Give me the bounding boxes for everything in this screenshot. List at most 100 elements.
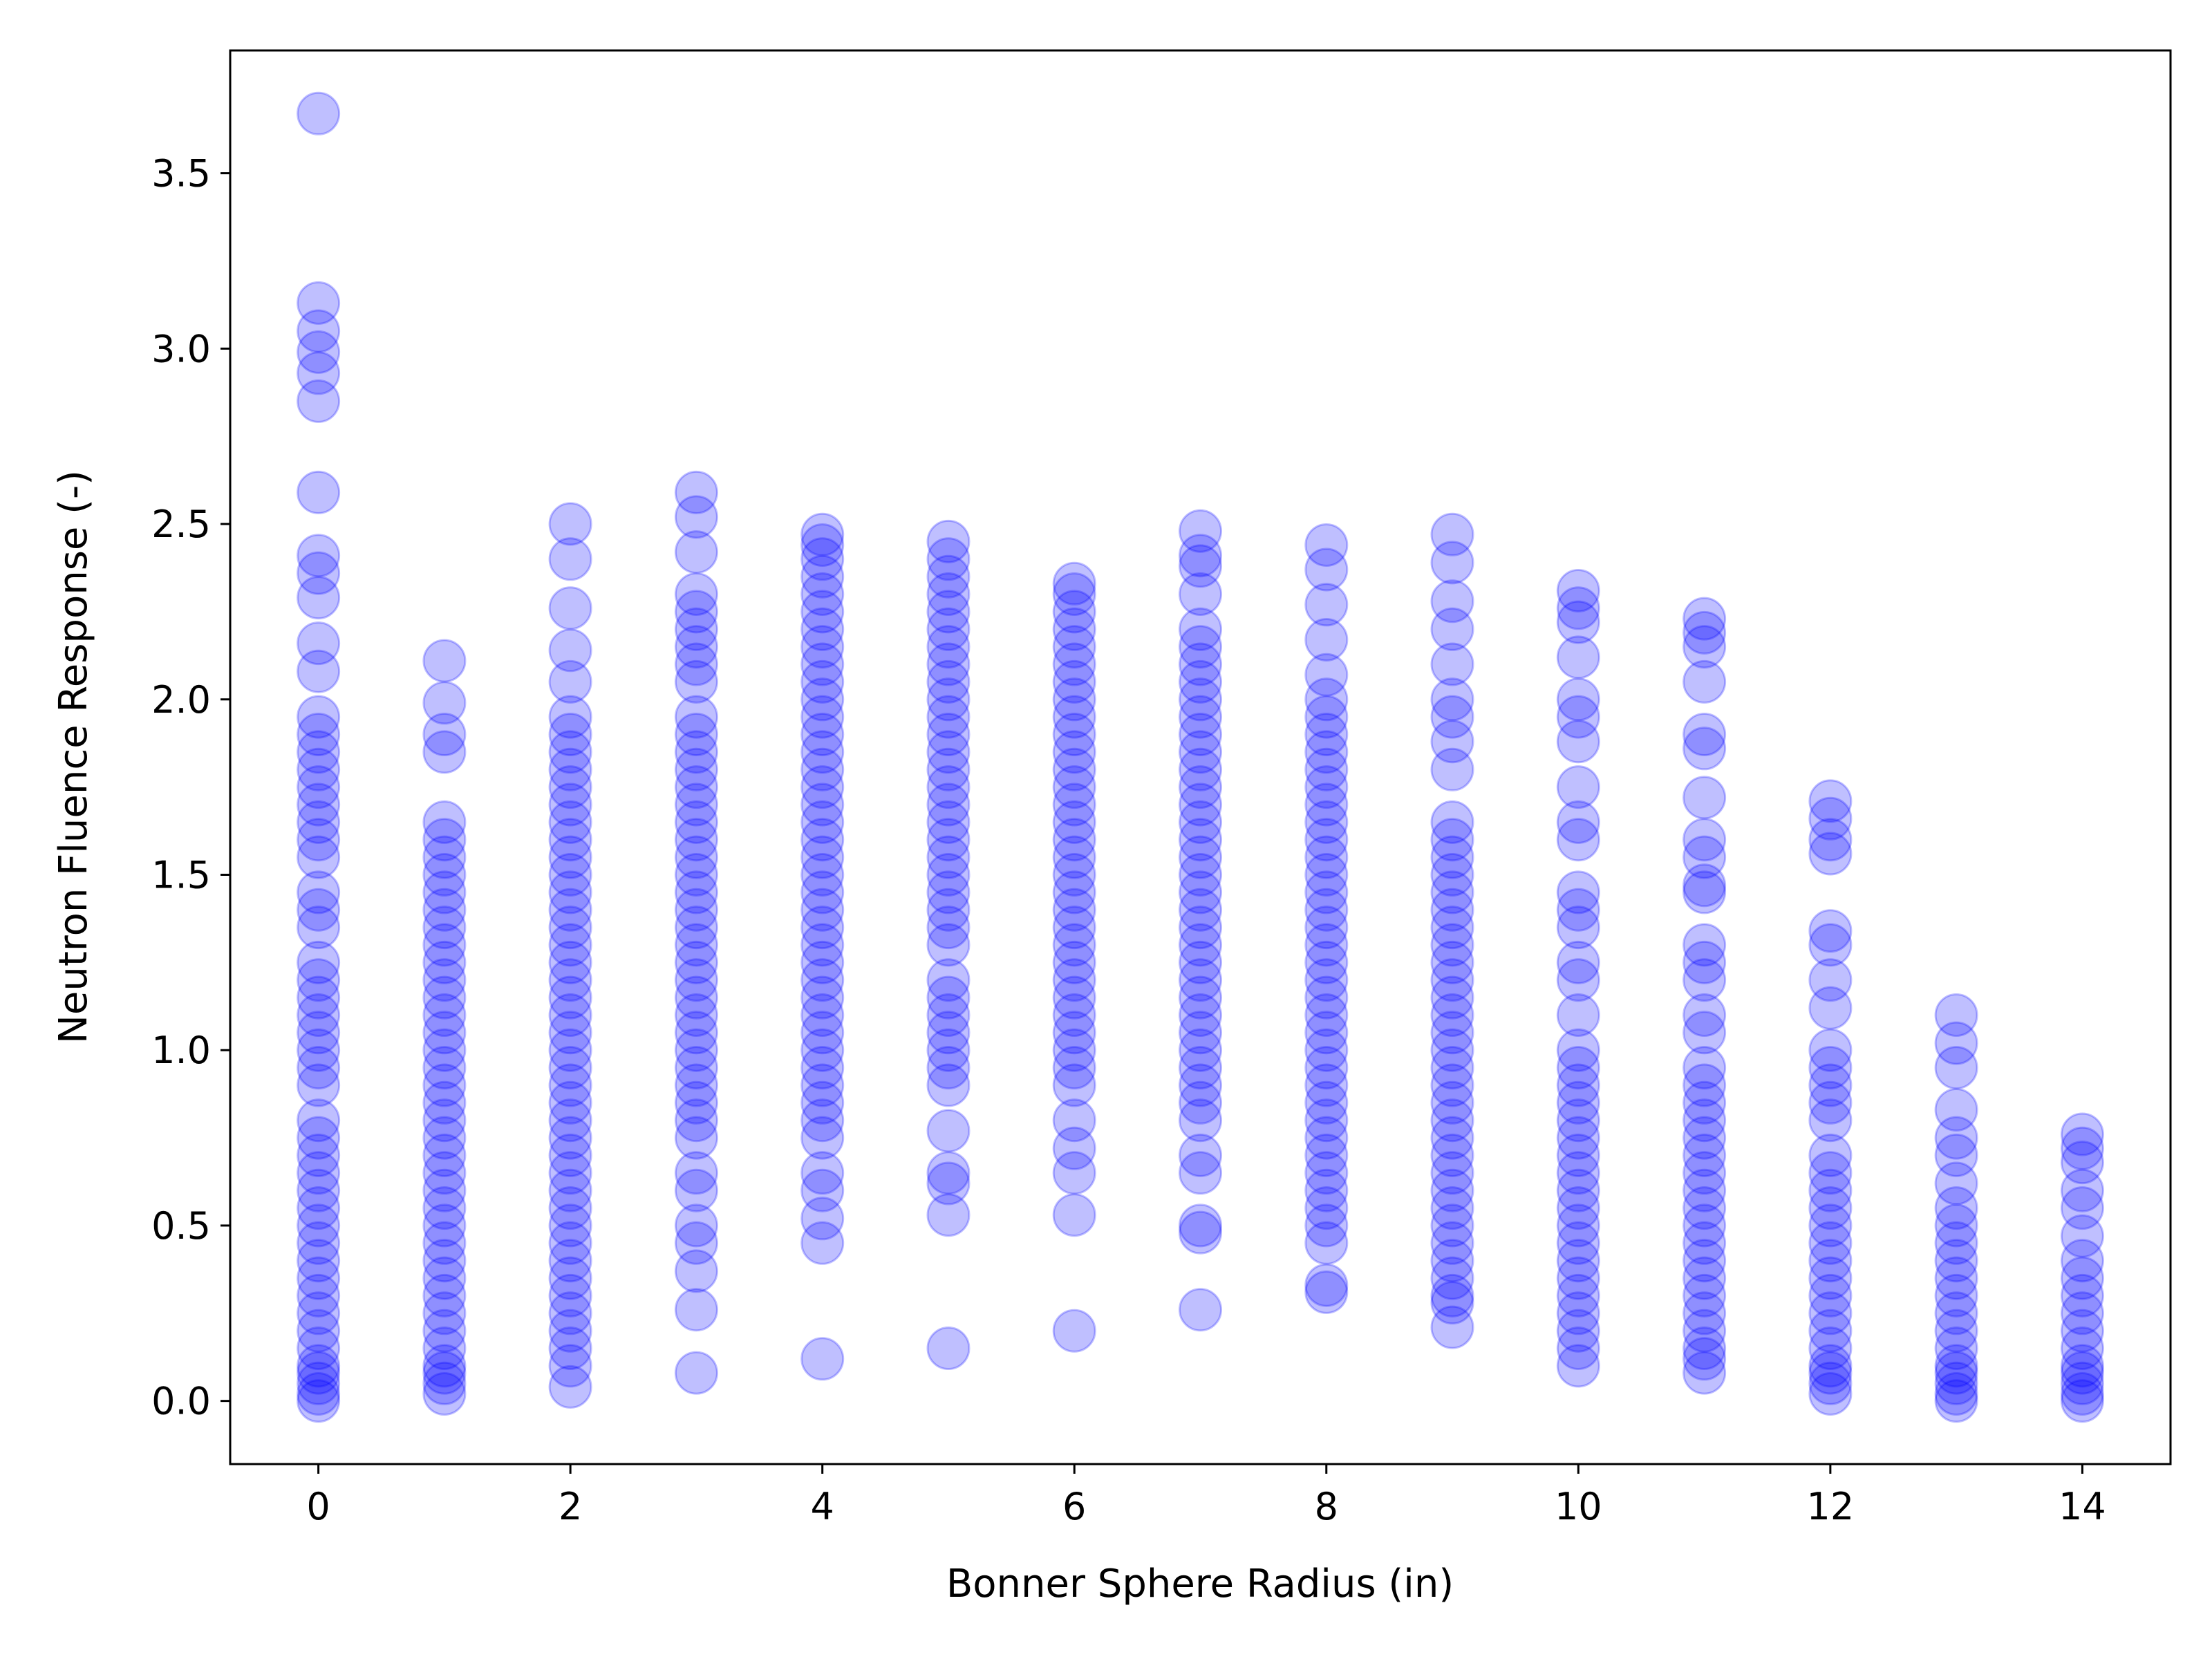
data-point (548, 747, 592, 791)
data-point (297, 1327, 341, 1370)
data-point (1934, 1327, 1978, 1370)
data-point (1179, 1046, 1222, 1090)
data-point (1179, 800, 1222, 844)
data-point (1179, 642, 1222, 686)
data-point (1430, 835, 1474, 879)
data-point (1934, 1203, 1978, 1248)
data-point (1304, 800, 1349, 844)
data-point (1934, 1379, 1978, 1423)
y-tick-label: 2.0 (151, 678, 211, 722)
data-point (1683, 1221, 1727, 1265)
data-point (674, 818, 718, 862)
data-point (674, 625, 718, 669)
data-point (1683, 940, 1727, 984)
data-point (548, 993, 592, 1037)
data-point (1556, 1239, 1600, 1283)
data-point (1304, 993, 1349, 1037)
x-tick-label: 8 (1315, 1485, 1338, 1528)
data-point (674, 470, 718, 514)
data-point (1179, 695, 1222, 739)
data-point (1683, 1080, 1727, 1125)
data-point (1430, 870, 1474, 915)
data-point (548, 818, 592, 862)
data-point (548, 1151, 592, 1195)
data-point (1934, 1256, 1978, 1300)
data-point (1683, 713, 1727, 756)
data-point (297, 1351, 341, 1395)
data-point (674, 906, 718, 950)
data-point (674, 1151, 718, 1195)
x-tick-label: 4 (811, 1485, 834, 1528)
data-point (926, 1327, 971, 1370)
data-point (548, 1186, 592, 1230)
data-point (1052, 993, 1096, 1037)
data-point (926, 906, 971, 950)
data-point (422, 1344, 467, 1388)
data-point (1052, 958, 1096, 1002)
data-point (548, 1309, 592, 1353)
data-point (1179, 625, 1222, 669)
data-point (1179, 1098, 1222, 1143)
data-point (1430, 1239, 1474, 1283)
data-point (548, 870, 592, 915)
data-point (1430, 1151, 1474, 1195)
data-point (297, 765, 341, 809)
data-point (800, 1151, 845, 1195)
data-point (1430, 1011, 1474, 1055)
data-point (1556, 569, 1600, 612)
data-point (548, 958, 592, 1002)
data-point (1179, 940, 1222, 984)
data-point (1683, 1256, 1727, 1300)
data-point (1052, 818, 1096, 862)
data-point (1556, 1098, 1600, 1143)
data-point (2060, 1273, 2104, 1318)
data-point (926, 677, 971, 722)
data-point (674, 1098, 718, 1143)
data-point (1179, 747, 1222, 791)
data-point (297, 906, 341, 950)
data-point (1556, 695, 1600, 739)
data-point (422, 1080, 467, 1125)
data-point (1934, 1133, 1978, 1177)
data-point (800, 625, 845, 669)
y-axis-label: Neutron Fluence Response (-) (51, 470, 96, 1044)
data-point (2060, 1372, 2104, 1416)
data-point (926, 1109, 971, 1153)
data-point (1179, 1288, 1222, 1332)
data-point (800, 923, 845, 967)
data-point (548, 1365, 592, 1409)
data-point (1179, 1028, 1222, 1072)
data-point (1808, 1327, 1853, 1370)
data-point (674, 1168, 718, 1212)
data-point (926, 713, 971, 756)
data-point (926, 782, 971, 827)
data-point (1179, 870, 1222, 915)
data-point (1683, 1273, 1727, 1318)
data-point (1683, 1063, 1727, 1107)
data-point (1430, 1133, 1474, 1177)
data-point (1683, 1011, 1727, 1055)
data-point (800, 765, 845, 809)
data-point (1808, 1239, 1853, 1283)
data-point (422, 923, 467, 967)
data-point (422, 1309, 467, 1353)
data-point (1179, 659, 1222, 704)
data-point (674, 940, 718, 984)
data-point (1556, 1063, 1600, 1107)
data-point (2060, 1112, 2104, 1156)
data-point (1808, 818, 1853, 862)
data-point (422, 975, 467, 1020)
data-point (297, 534, 341, 578)
data-point (422, 1186, 467, 1230)
data-point (422, 800, 467, 844)
data-point (422, 853, 467, 897)
data-point (1304, 1203, 1349, 1248)
data-point (548, 1080, 592, 1125)
data-point (422, 639, 467, 683)
data-point (1934, 1186, 1978, 1230)
data-point (1808, 1046, 1853, 1090)
data-point (1808, 958, 1853, 1002)
data-point (1683, 659, 1727, 704)
data-point (1052, 906, 1096, 950)
